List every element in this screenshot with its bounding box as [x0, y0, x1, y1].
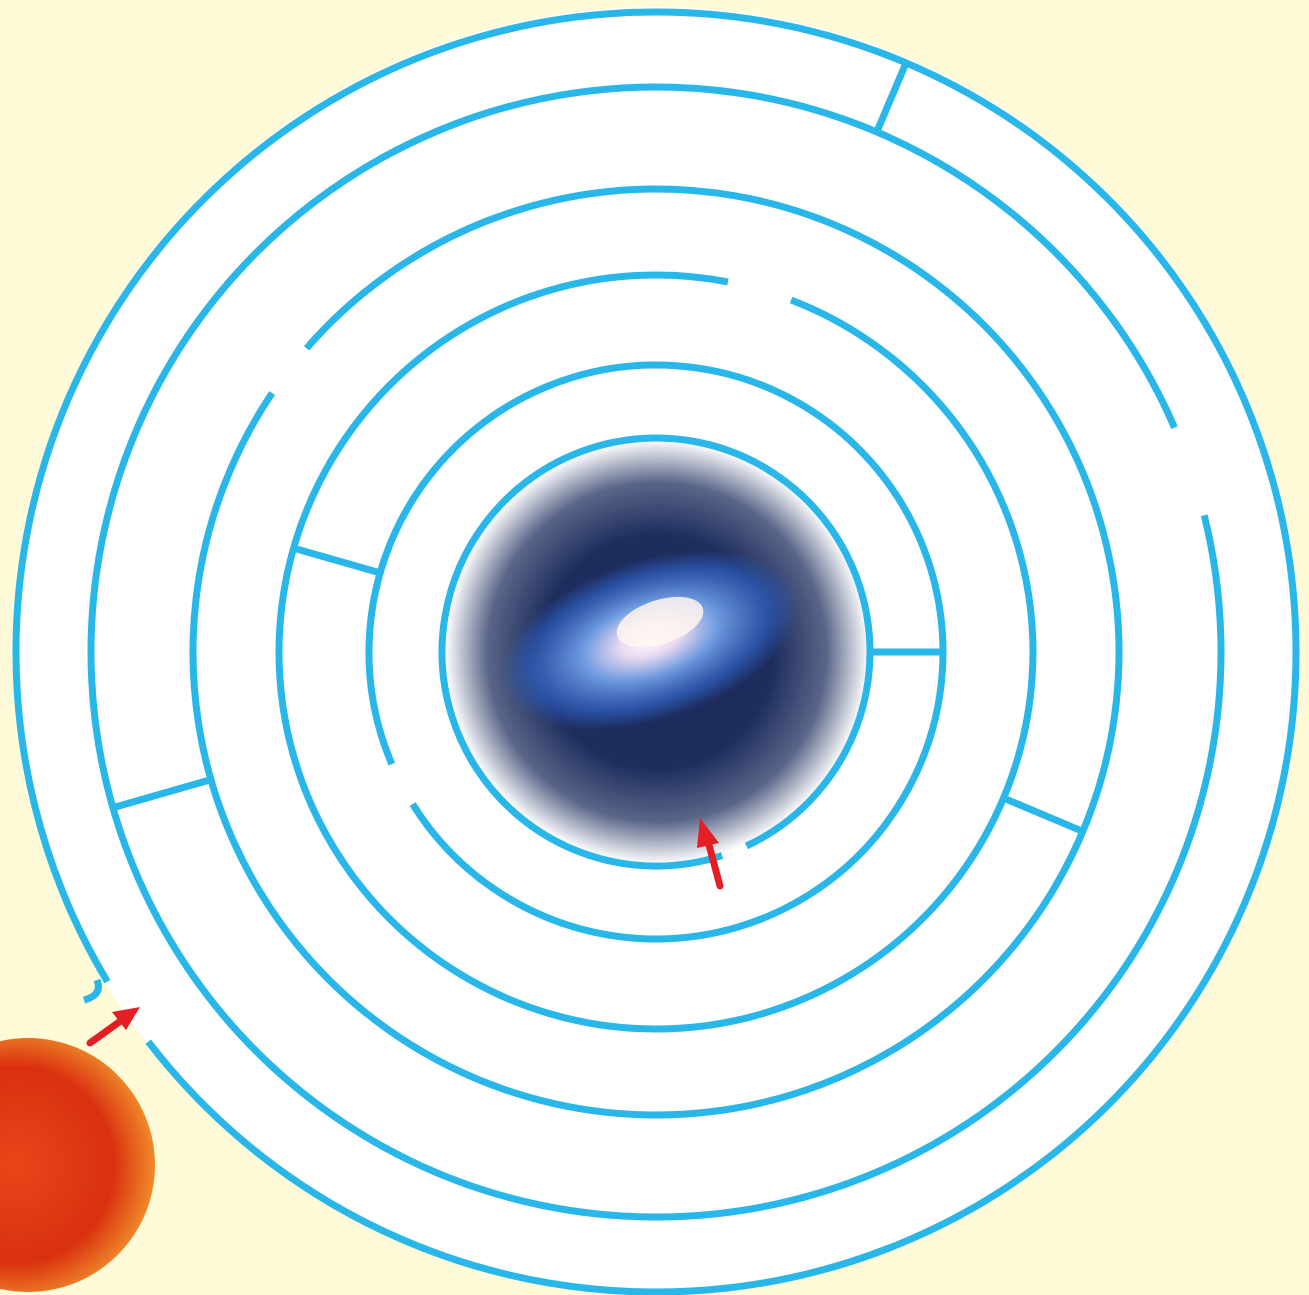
sun-disk: [0, 1038, 155, 1292]
start-arrow-head: [112, 1007, 140, 1030]
radial-wall: [1002, 794, 1085, 835]
ring-wall: [12, 8, 1300, 1295]
ring-wall: [365, 361, 947, 943]
radial-wall: [111, 776, 212, 812]
hook-wall: [82, 978, 102, 1004]
ring-wall: [87, 83, 1225, 1221]
maze-walls: [12, 8, 1300, 1295]
radial-wall: [292, 544, 382, 577]
arrows: [86, 818, 724, 1047]
ring-wall: [189, 185, 1123, 1119]
goal-arrow: [705, 841, 724, 890]
sun: [0, 1038, 155, 1292]
galaxy: [445, 440, 869, 864]
ring-wall: [275, 271, 1037, 1033]
radial-wall: [873, 61, 910, 134]
ring-wall: [438, 434, 874, 870]
goal-arrow-head: [697, 818, 719, 848]
galaxy-core: [616, 596, 704, 648]
start-arrow: [86, 1016, 126, 1047]
